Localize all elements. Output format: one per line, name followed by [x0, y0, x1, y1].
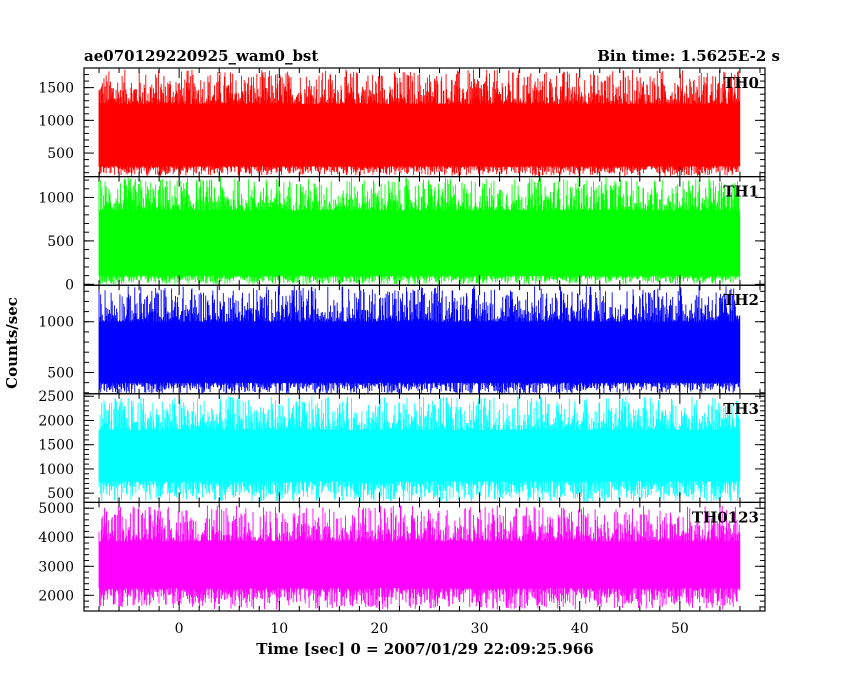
- panel-label-th0123: TH0123: [692, 508, 759, 526]
- y-tick-label: 0: [65, 277, 74, 293]
- y-tick-label: 2000: [38, 413, 74, 429]
- y-tick-label: 1500: [38, 81, 74, 97]
- y-tick-label: 5000: [38, 501, 74, 517]
- y-axis-label: Counts/sec: [3, 297, 21, 389]
- panel-label-th0: TH0: [723, 74, 759, 92]
- y-tick-label: 1000: [38, 113, 74, 129]
- x-axis: 0 10 20 30 40 50: [175, 621, 689, 637]
- panel-th1: 0 500 1000 TH1: [38, 176, 766, 293]
- panel-label-th1: TH1: [723, 183, 759, 201]
- series-line-th0123: [98, 505, 741, 610]
- panel-th2: 500 1000 TH2: [38, 284, 766, 395]
- y-tick-label: 3000: [38, 559, 74, 575]
- y-tick-label: 500: [47, 486, 74, 502]
- panel-label-th2: TH2: [723, 291, 759, 309]
- y-tick-label: 500: [47, 234, 74, 250]
- y-tick-label: 1000: [38, 462, 74, 478]
- chart-title-left: ae070129220925_wam0_bst: [84, 47, 318, 65]
- x-tick-label: 50: [671, 621, 689, 637]
- x-tick-label: 40: [571, 621, 589, 637]
- panels-group: 500 1000 1500 TH0 0 500 1000 TH1 500 1000 TH2 500 10…: [38, 67, 766, 612]
- y-tick-label: 4000: [38, 530, 74, 546]
- y-tick-label: 500: [47, 146, 74, 162]
- y-tick-label: 1000: [38, 315, 74, 331]
- y-tick-label: 2000: [38, 588, 74, 604]
- series-line-th1: [98, 177, 741, 285]
- y-tick-label: 500: [47, 365, 74, 381]
- x-tick-label: 0: [175, 621, 184, 637]
- panel-label-th3: TH3: [723, 400, 759, 418]
- series-line-th0: [98, 69, 741, 176]
- x-tick-label: 30: [471, 621, 489, 637]
- chart-title-right: Bin time: 1.5625E-2 s: [597, 47, 780, 65]
- x-tick-label: 20: [371, 621, 389, 637]
- panel-th0: 500 1000 1500 TH0: [38, 67, 766, 178]
- series-line-th2: [98, 285, 741, 394]
- y-tick-label: 1500: [38, 438, 74, 454]
- y-tick-label: 1000: [38, 190, 74, 206]
- y-tick-label: 2500: [38, 389, 74, 405]
- series-line-th3: [98, 396, 741, 502]
- panel-th0123: 2000 3000 4000 5000 TH0123: [38, 501, 766, 612]
- x-axis-label: Time [sec] 0 = 2007/01/29 22:09:25.966: [256, 640, 593, 658]
- x-tick-label: 10: [270, 621, 288, 637]
- panel-th3: 500 1000 1500 2000 2500 TH3: [38, 389, 766, 503]
- panel-frame: [83, 501, 766, 612]
